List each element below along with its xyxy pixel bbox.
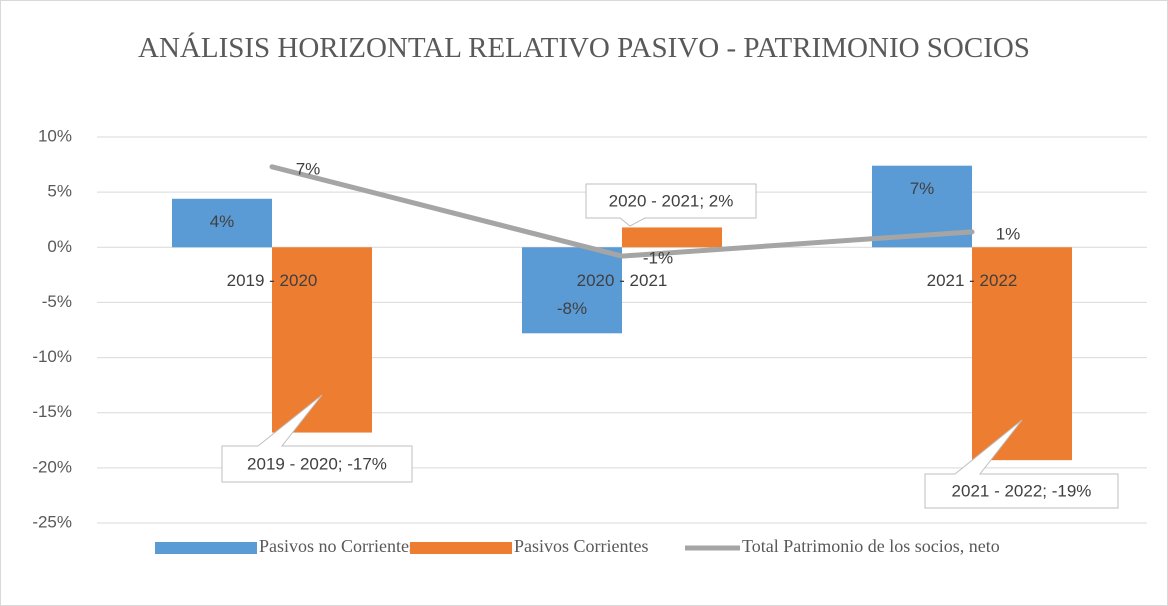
y-tick-label: -20% <box>32 457 72 476</box>
legend-label: Pasivos no Corrientes <box>259 536 416 556</box>
data-label: 7% <box>910 179 935 198</box>
data-label: 7% <box>296 159 321 178</box>
data-label: 4% <box>210 212 235 231</box>
bar <box>972 247 1072 461</box>
x-tick-label: 2019 - 2020 <box>227 271 318 290</box>
data-label: -1% <box>643 249 673 268</box>
data-label: 2019 - 2020; -17% <box>247 454 387 473</box>
legend-swatch <box>410 542 512 554</box>
y-tick-label: -15% <box>32 402 72 421</box>
callout-box <box>585 183 757 227</box>
callout-box <box>924 419 1119 509</box>
bar <box>272 247 372 433</box>
legend-label: Pasivos Corrientes <box>514 536 649 556</box>
data-label: 1% <box>996 224 1021 243</box>
data-label: -8% <box>557 299 587 318</box>
chart-title: ANÁLISIS HORIZONTAL RELATIVO PASIVO - PA… <box>138 32 1030 64</box>
bar <box>522 247 622 334</box>
x-tick-label: 2021 - 2022 <box>927 271 1018 290</box>
y-tick-label: -5% <box>42 292 72 311</box>
y-tick-label: 5% <box>47 182 72 201</box>
x-tick-label: 2020 - 2021 <box>577 271 668 290</box>
legend-swatch <box>155 542 257 554</box>
y-tick-label: -25% <box>32 512 72 531</box>
bar <box>622 227 722 248</box>
data-label: 2021 - 2022; -19% <box>952 481 1092 500</box>
data-label: 2020 - 2021; 2% <box>609 191 734 210</box>
y-tick-label: 10% <box>38 126 72 145</box>
line <box>269 164 975 259</box>
bar <box>172 198 272 248</box>
callout-box <box>221 394 413 483</box>
legend-label: Total Patrimonio de los socios, neto <box>742 536 1000 556</box>
y-tick-label: 0% <box>47 237 72 256</box>
y-tick-label: -10% <box>32 347 72 366</box>
